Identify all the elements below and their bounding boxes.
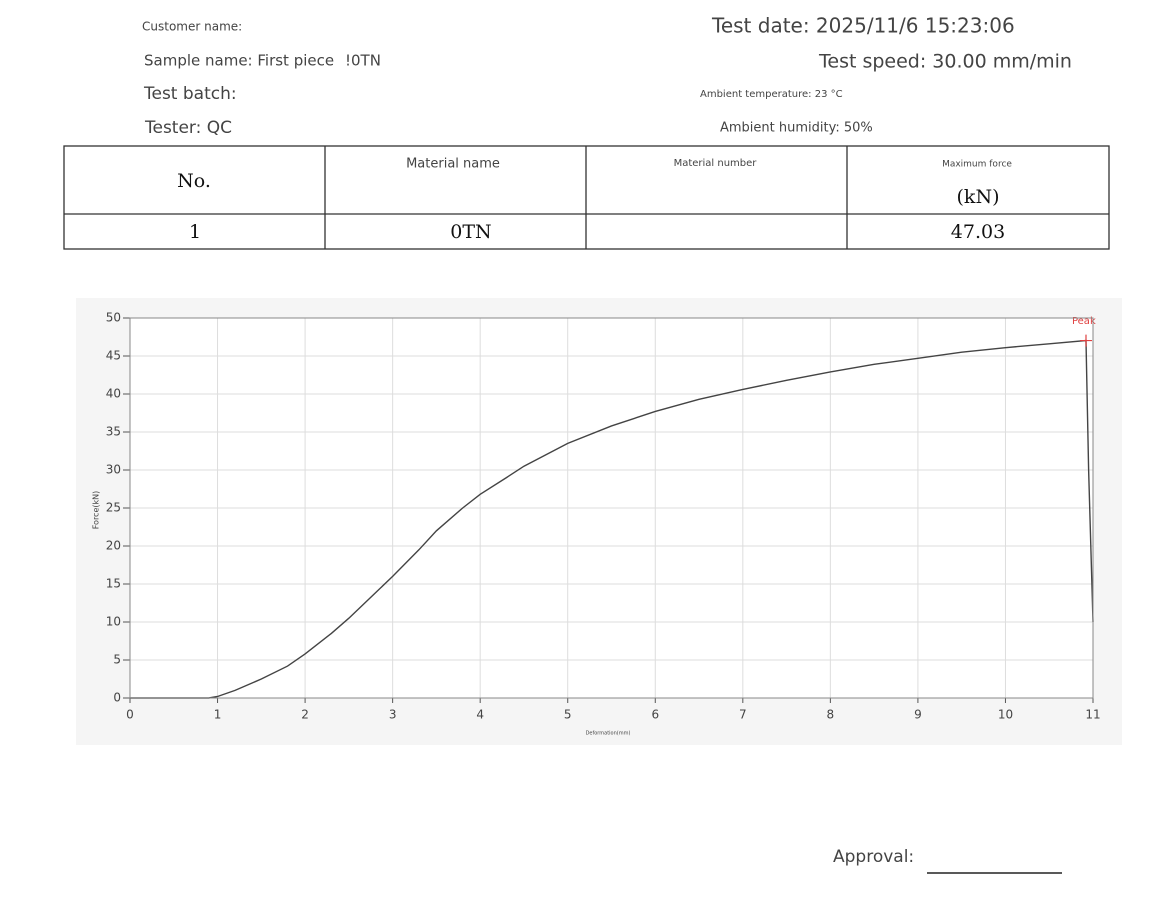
tester: Tester: QC xyxy=(144,118,232,138)
x-axis-label: Deformation(mm) xyxy=(586,731,631,737)
curve xyxy=(130,339,1094,699)
x-tick-label: 1 xyxy=(214,708,222,722)
test-date: Test date: 2025/11/6 15:23:06 xyxy=(711,14,1015,38)
y-tick-label: 10 xyxy=(106,615,121,629)
plot-border xyxy=(129,317,1094,699)
x-tick-label: 6 xyxy=(651,708,659,722)
y-tick-label: 5 xyxy=(113,653,121,667)
test-speed: Test speed: 30.00 mm/min xyxy=(818,51,1072,73)
x-tick-label: 11 xyxy=(1085,708,1100,722)
test-batch: Test batch: xyxy=(143,84,237,104)
y-tick-label: 20 xyxy=(106,539,121,553)
peak-label: Peak xyxy=(1072,316,1096,327)
sample-code: !0TN xyxy=(345,52,381,70)
cell: 47.03 xyxy=(951,221,1005,243)
column-header: Material number xyxy=(674,158,758,169)
y-tick-label: 45 xyxy=(106,349,121,363)
x-tick-label: 5 xyxy=(564,708,572,722)
y-tick-label: 15 xyxy=(106,577,121,591)
cell: 1 xyxy=(189,221,201,243)
y-tick-label: 25 xyxy=(106,501,121,515)
cell: 0TN xyxy=(450,221,491,243)
x-tick-label: 7 xyxy=(739,708,747,722)
table: No. Material name Material number Maximu… xyxy=(63,145,1110,250)
ambient-humidity: Ambient humidity: 50% xyxy=(720,121,873,136)
y-tick-label: 50 xyxy=(106,311,121,325)
x-tick-label: 4 xyxy=(476,708,484,722)
x-tick-label: 3 xyxy=(389,708,397,722)
x-tick-label: 9 xyxy=(914,708,922,722)
peak-marker xyxy=(1080,334,1092,347)
column-header: Material name xyxy=(406,157,500,172)
y-tick-label: 35 xyxy=(106,425,121,439)
x-tick-label: 0 xyxy=(126,708,134,722)
y-axis-label: Force(kN) xyxy=(92,491,101,530)
y-tick-label: 0 xyxy=(113,691,121,705)
unit: (kN) xyxy=(957,186,1000,208)
y-tick-label: 30 xyxy=(106,463,121,477)
column-header: Maximum force xyxy=(942,160,1012,170)
y-tick-label: 40 xyxy=(106,387,121,401)
x-tick-label: 8 xyxy=(827,708,835,722)
column-header: No. xyxy=(177,170,211,192)
x-tick-label: 2 xyxy=(301,708,309,722)
sample-name: Sample name: First piece xyxy=(144,52,334,70)
customer-name: Customer name: xyxy=(142,20,242,34)
approval: Approval: xyxy=(833,847,914,867)
x-tick-label: 10 xyxy=(998,708,1013,722)
ambient-temperature: Ambient temperature: 23 °C xyxy=(700,89,843,100)
